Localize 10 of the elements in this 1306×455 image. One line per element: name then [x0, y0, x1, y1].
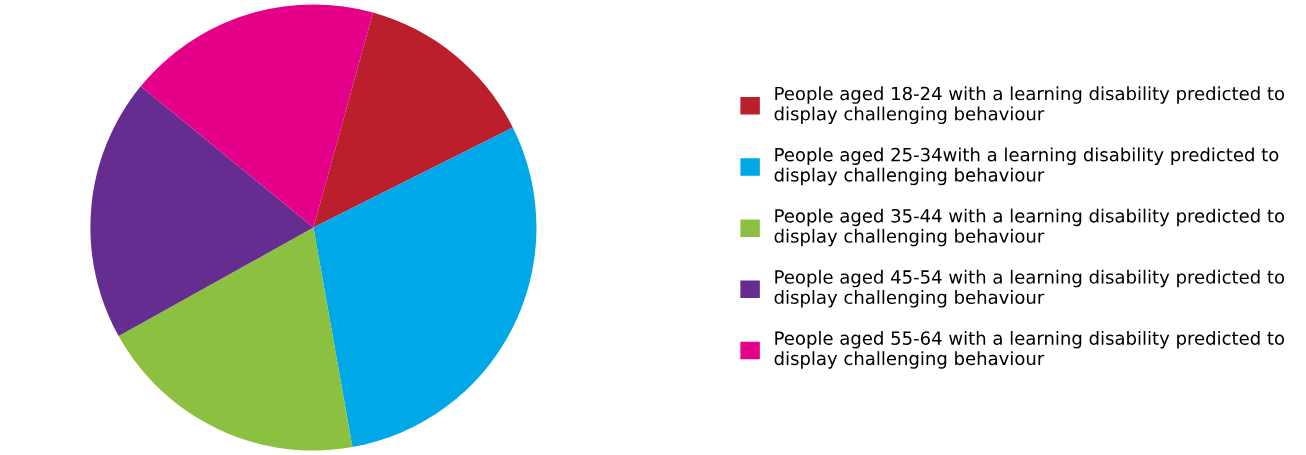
legend-label: People aged 55-64 with a learning disability predicted to display challenging behaviour [774, 330, 1285, 369]
pie-slice [118, 227, 353, 451]
legend-label: People aged 18-24 with a learning disability predicted to display challenging behaviour [774, 86, 1285, 125]
legend-label: People aged 45-54 with a learning disability predicted to display challenging behaviour [774, 269, 1285, 308]
pie-slice [313, 12, 513, 228]
legend-label: People aged 25-34with a learning disability predicted to display challenging behaviour [774, 147, 1279, 186]
pie-slice [140, 4, 374, 228]
pie-slice [90, 86, 314, 337]
legend-label: People aged 35-44 with a learning disability predicted to display challenging behaviour [774, 208, 1285, 247]
pie-slice [313, 127, 537, 448]
